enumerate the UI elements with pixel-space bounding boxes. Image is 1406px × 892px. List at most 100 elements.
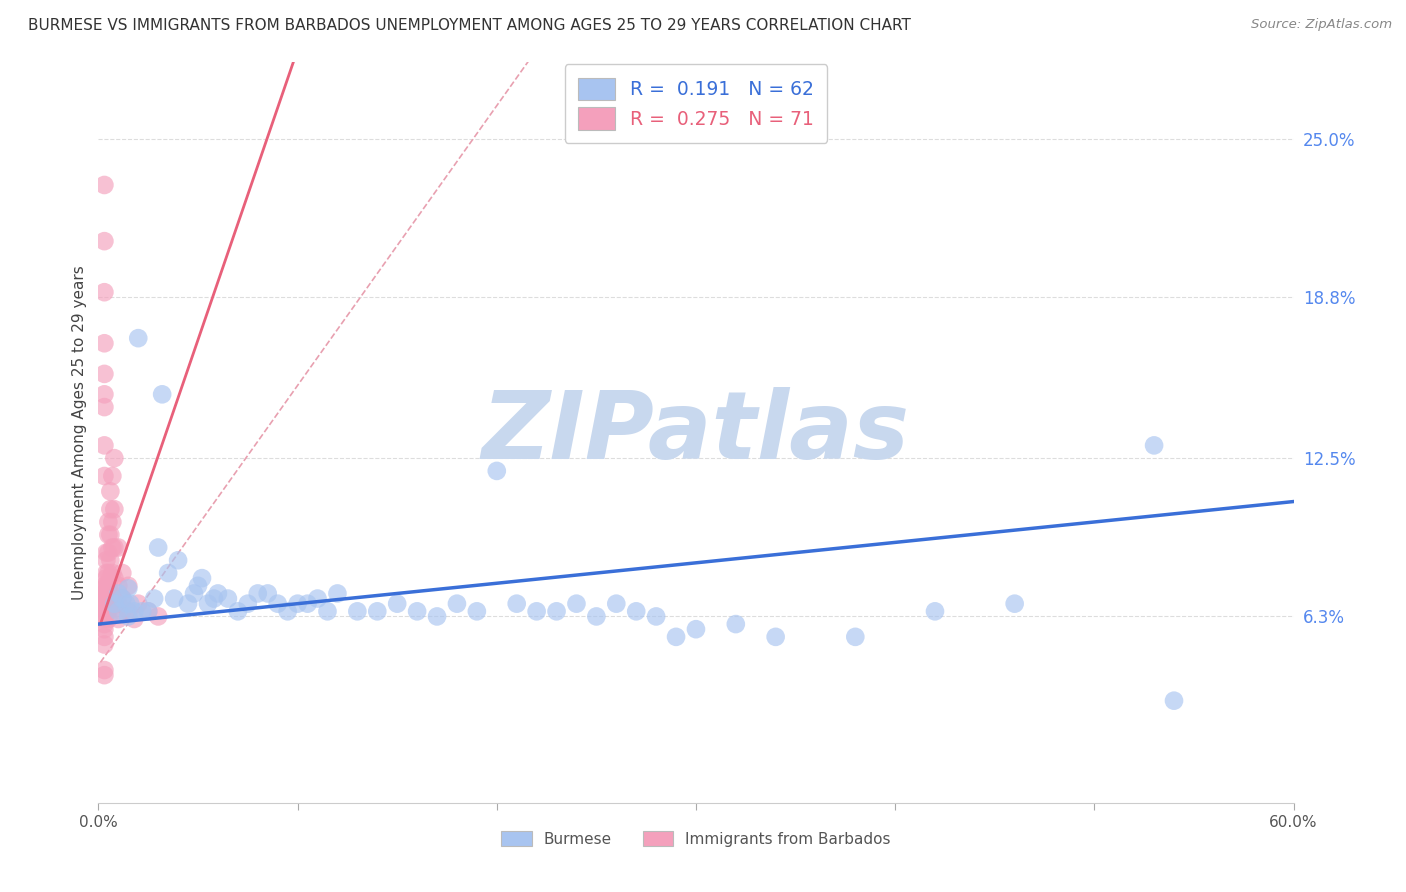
Legend: Burmese, Immigrants from Barbados: Burmese, Immigrants from Barbados	[494, 823, 898, 855]
Point	[98, 586, 122, 600]
Point	[93, 630, 115, 644]
Point	[256, 586, 278, 600]
Point	[148, 609, 170, 624]
Point	[724, 617, 747, 632]
Point	[163, 591, 186, 606]
Point	[93, 668, 115, 682]
Point	[626, 604, 648, 618]
Point	[665, 630, 688, 644]
Point	[93, 400, 115, 414]
Point	[446, 597, 468, 611]
Point	[115, 597, 138, 611]
Point	[96, 553, 118, 567]
Point	[217, 591, 239, 606]
Point	[585, 609, 607, 624]
Point	[93, 336, 115, 351]
Point	[107, 579, 129, 593]
Point	[93, 285, 115, 300]
Point	[96, 591, 118, 606]
Point	[143, 591, 166, 606]
Point	[93, 234, 115, 248]
Point	[103, 571, 125, 585]
Point	[96, 546, 118, 560]
Point	[506, 597, 529, 611]
Point	[131, 604, 153, 618]
Point	[124, 604, 146, 618]
Point	[246, 586, 269, 600]
Point	[277, 604, 299, 618]
Point	[111, 566, 134, 580]
Point	[485, 464, 508, 478]
Point	[93, 638, 115, 652]
Point	[98, 553, 122, 567]
Point	[924, 604, 946, 618]
Point	[103, 502, 125, 516]
Point	[267, 597, 290, 611]
Point	[101, 469, 124, 483]
Point	[103, 451, 125, 466]
Point	[101, 515, 124, 529]
Point	[136, 604, 159, 618]
Point	[148, 541, 170, 555]
Point	[93, 387, 115, 401]
Point	[98, 484, 122, 499]
Point	[127, 331, 149, 345]
Point	[97, 579, 120, 593]
Point	[96, 604, 118, 618]
Point	[96, 566, 118, 580]
Point	[111, 591, 134, 606]
Point	[96, 586, 118, 600]
Point	[1143, 438, 1166, 452]
Text: Source: ZipAtlas.com: Source: ZipAtlas.com	[1251, 18, 1392, 31]
Point	[287, 597, 309, 611]
Text: ZIPatlas: ZIPatlas	[482, 386, 910, 479]
Point	[93, 604, 115, 618]
Point	[120, 597, 142, 611]
Point	[107, 597, 129, 611]
Point	[111, 591, 134, 606]
Point	[96, 597, 118, 611]
Text: BURMESE VS IMMIGRANTS FROM BARBADOS UNEMPLOYMENT AMONG AGES 25 TO 29 YEARS CORRE: BURMESE VS IMMIGRANTS FROM BARBADOS UNEM…	[28, 18, 911, 33]
Point	[385, 597, 409, 611]
Point	[93, 178, 115, 192]
Point	[127, 597, 149, 611]
Point	[98, 597, 122, 611]
Point	[124, 612, 146, 626]
Point	[93, 609, 115, 624]
Point	[97, 604, 120, 618]
Point	[93, 601, 115, 615]
Point	[98, 571, 122, 585]
Point	[93, 469, 115, 483]
Point	[103, 597, 125, 611]
Point	[844, 630, 866, 644]
Point	[191, 571, 214, 585]
Point	[177, 597, 200, 611]
Point	[307, 591, 329, 606]
Point	[101, 586, 124, 600]
Point	[645, 609, 668, 624]
Point	[202, 591, 225, 606]
Point	[117, 582, 139, 596]
Point	[187, 579, 209, 593]
Point	[136, 604, 159, 618]
Point	[117, 604, 139, 618]
Point	[101, 566, 124, 580]
Point	[326, 586, 349, 600]
Point	[93, 591, 115, 606]
Point	[93, 582, 115, 596]
Point	[97, 515, 120, 529]
Point	[97, 527, 120, 541]
Point	[226, 604, 249, 618]
Point	[426, 609, 449, 624]
Point	[565, 597, 588, 611]
Point	[236, 597, 259, 611]
Point	[406, 604, 429, 618]
Point	[93, 586, 115, 600]
Point	[107, 541, 129, 555]
Point	[93, 579, 115, 593]
Point	[605, 597, 627, 611]
Point	[101, 541, 124, 555]
Point	[346, 604, 368, 618]
Point	[111, 604, 134, 618]
Point	[150, 387, 173, 401]
